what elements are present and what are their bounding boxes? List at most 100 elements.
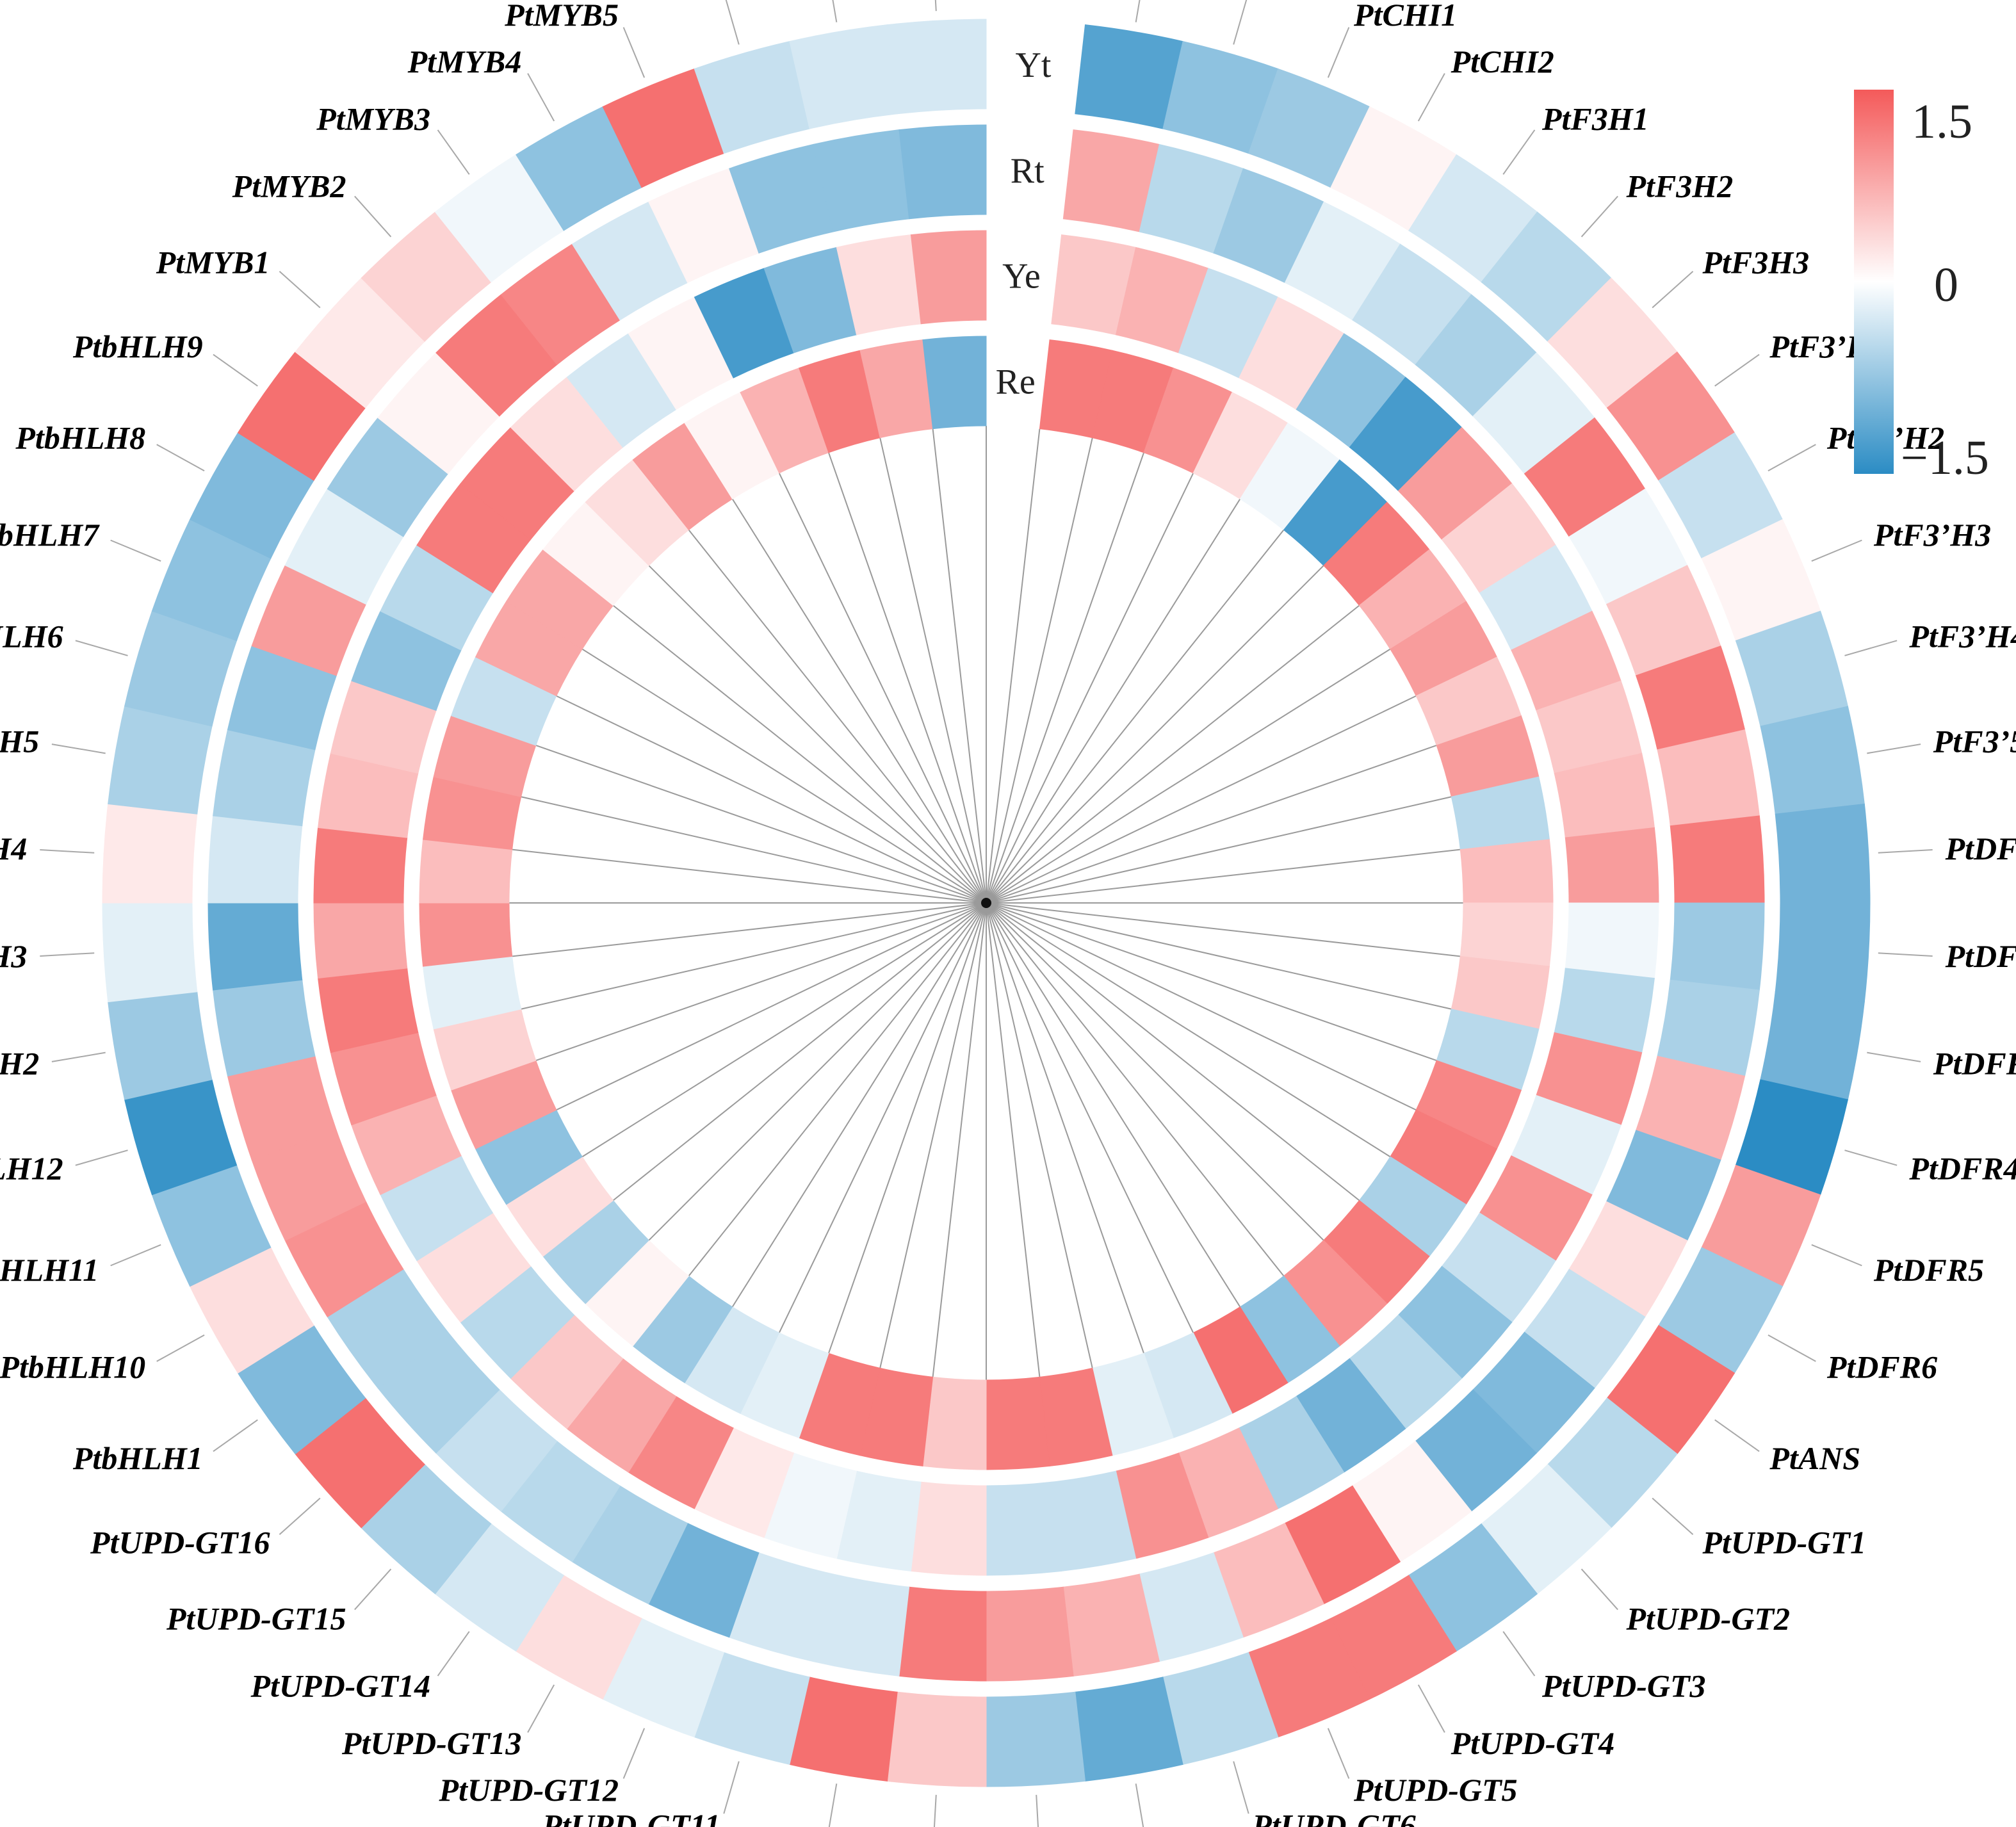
center-spoke [986,902,1461,957]
ring-label-cell-rt [993,125,1066,218]
heatmap-cell-ye-ptupd-gt8 [986,1481,1062,1576]
leader-line-ptupd-gt9 [933,1794,937,1827]
leader-line-ptmyb5 [622,27,646,78]
leader-line-ptupd-gt5 [1327,1728,1350,1779]
leader-line-ptchs1 [1135,0,1141,22]
leader-line-ptmyb2 [354,195,392,238]
leader-line-ptmyb1 [279,271,321,309]
center-spoke [688,529,987,904]
leader-line-ptbhlh5 [51,743,106,754]
center-spoke [512,902,987,957]
heatmap-cell-re-ptbhlh4 [419,839,513,904]
leader-line-ptbhlh8 [156,444,205,472]
ring-label-rt: Rt [1011,151,1045,191]
center-spoke [986,437,1093,904]
leader-line-ptupd-gt13 [527,1684,555,1733]
label-leader-lines [40,0,1933,1827]
leader-line-ptdfr5 [1811,1244,1862,1267]
center-spoke [986,473,1194,904]
leader-line-ptupd-gt4 [1417,1684,1445,1733]
center-spoke [986,902,1452,1010]
leader-line-ptdfr6 [1768,1334,1816,1362]
center-spoke [556,902,987,1111]
heatmap-cell-yt-ptbhlh4 [102,803,198,904]
leader-line-ptupd-gt16 [279,1497,321,1535]
gene-label-ptbhlh8: PtbHLH8 [15,419,145,455]
leader-line-ptbhlh6 [75,640,128,656]
leader-line-ptdfr2 [1878,952,1933,957]
heatmap-cell-yt-ptmyb8 [886,19,987,115]
gene-label-ptupd-gt1: PtUPD-GT1 [1702,1525,1866,1561]
center-spoke [778,902,987,1333]
scale-tick-mid: 0 [1934,258,1958,312]
center-spoke [535,744,987,904]
center-spoke [535,902,987,1062]
center-spokes [509,426,1463,1380]
center-spoke [731,902,987,1308]
center-spoke [521,796,987,904]
leader-line-ptf3h1 [1502,129,1536,175]
center-spoke [986,902,1093,1368]
gene-label-ptupd-gt12: PtUPD-GT12 [438,1772,619,1808]
scale-tick-min: −1.5 [1901,431,1989,485]
center-spoke [778,473,987,904]
gene-label-ptupd-gt2: PtUPD-GT2 [1626,1600,1791,1636]
leader-line-ptbhlh12 [75,1149,128,1166]
center-spoke [612,605,987,904]
gene-label-ptupd-gt6: PtUPD-GT6 [1251,1807,1416,1827]
gene-label-ptmyb3: PtMYB3 [316,101,430,137]
leader-line-ptf3-h3 [1811,539,1862,562]
leader-line-ptmyb3 [437,129,470,175]
leader-line-ptupd-gt10 [828,1783,838,1827]
leader-line-ptbhlh10 [156,1334,205,1362]
heatmap-cell-re-ptupd-gt9 [922,1376,987,1470]
center-spoke [986,902,1417,1111]
gene-label-ptf3-h4: PtF3’H4 [1908,619,2016,654]
center-spoke [986,902,1360,1201]
leader-line-ptbhlh4 [40,849,95,854]
heatmap-cell-rt-ptbhlh3 [207,902,303,991]
gene-label-ptmyb2: PtMYB2 [232,168,346,204]
ring-label-cell-ye [992,231,1055,323]
gene-label-ptbhlh2: PtbHLH2 [0,1045,39,1081]
gene-label-ptbhlh1: PtbHLH1 [72,1440,203,1476]
center-spoke [512,849,987,904]
heatmap-cell-yt-ptdfr2 [1775,902,1871,1003]
gene-label-ptchi2: PtCHI2 [1451,44,1554,79]
gene-label-ptbhlh11: PtbHLH11 [0,1252,99,1288]
heatmap-cells [102,19,1871,1787]
heatmap-cell-ye-ptdfr2 [1565,902,1659,979]
leader-line-ptupd-gt3 [1502,1631,1536,1677]
heatmap-cell-yt-ptbhlh3 [102,902,198,1003]
leader-line-ptchi2 [1417,73,1445,122]
center-spoke [932,902,987,1377]
gene-label-ptupd-gt4: PtUPD-GT4 [1451,1725,1615,1761]
heatmap-cell-yt-ptmyb7 [789,24,898,129]
ring-label-cell-re [991,336,1045,428]
heatmap-cell-rt-ptupd-gt9 [898,1586,987,1682]
gene-label-ptf3h1: PtF3H1 [1541,101,1649,137]
leader-line-ptf3-h1 [1714,353,1760,387]
heatmap-cell-rt-ptupd-gt8 [986,1586,1074,1682]
ring-labels: Yt Rt Ye Re [996,45,1052,402]
gene-label-ptans: PtANS [1769,1440,1860,1476]
leader-line-ptf3-5-h [1867,743,1921,754]
leader-line-ptupd-gt15 [354,1568,392,1611]
center-spoke [581,648,987,904]
center-spoke [986,695,1417,904]
leader-line-ptupd-gt2 [1581,1568,1618,1611]
gene-label-ptdfr5: PtDFR5 [1873,1252,1984,1288]
heatmap-cell-yt-ptupd-gt8 [986,1691,1086,1787]
center-spoke [986,902,1324,1241]
gene-label-ptdfr4: PtDFR4 [1908,1150,2016,1186]
color-scale-bar [1854,90,1894,474]
ring-separator [193,110,1780,1696]
heatmap-cell-ye-ptdfr1 [1565,827,1659,904]
center-spoke [986,849,1461,904]
leader-line-ptbhlh7 [110,539,161,562]
leader-line-ptbhlh1 [213,1419,258,1452]
center-spoke [986,498,1241,904]
heatmap-cell-ye-ptbhlh3 [313,902,408,979]
ring-separator [298,215,1674,1591]
